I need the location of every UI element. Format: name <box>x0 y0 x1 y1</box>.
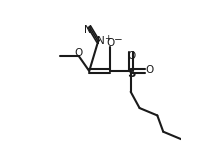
Text: N: N <box>97 36 105 46</box>
Text: O: O <box>127 51 135 61</box>
Text: −: − <box>114 35 122 45</box>
Text: N: N <box>84 25 92 35</box>
Text: O: O <box>107 38 115 48</box>
Text: O: O <box>145 65 153 75</box>
Text: +: + <box>104 34 111 43</box>
Text: O: O <box>75 48 83 58</box>
Text: S: S <box>127 67 136 80</box>
